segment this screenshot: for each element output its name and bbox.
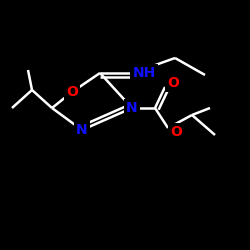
- Text: N: N: [126, 101, 138, 115]
- Text: NH: NH: [132, 66, 156, 80]
- Text: N: N: [76, 123, 88, 137]
- Text: O: O: [170, 125, 182, 139]
- Text: O: O: [66, 85, 78, 99]
- Text: O: O: [167, 76, 179, 90]
